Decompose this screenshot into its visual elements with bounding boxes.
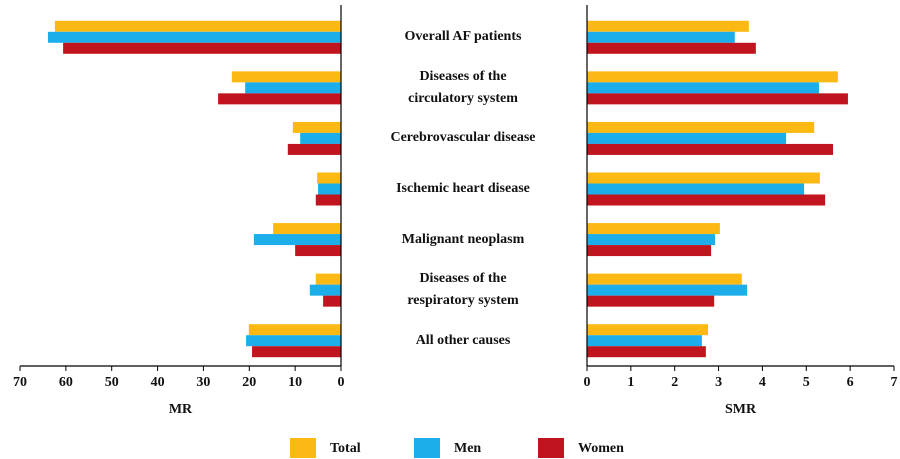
bar bbox=[587, 82, 820, 94]
bar bbox=[245, 82, 341, 94]
bar bbox=[587, 324, 709, 336]
x-tick-label: 4 bbox=[759, 375, 766, 390]
bar bbox=[231, 71, 341, 83]
bar bbox=[587, 31, 735, 43]
bar bbox=[318, 183, 341, 195]
bar bbox=[587, 132, 787, 144]
x-tick-label: 50 bbox=[105, 375, 119, 390]
bar bbox=[323, 295, 341, 307]
legend-label: Women bbox=[578, 441, 624, 456]
x-tick-label: 40 bbox=[151, 375, 165, 390]
legend-swatch bbox=[414, 438, 440, 458]
x-tick-label: 20 bbox=[242, 375, 256, 390]
x-tick-label: 70 bbox=[13, 375, 27, 390]
bar bbox=[218, 93, 341, 105]
bar bbox=[317, 172, 341, 184]
bar bbox=[309, 284, 341, 296]
bar bbox=[253, 234, 341, 246]
bar bbox=[587, 143, 834, 155]
x-tick-label: 3 bbox=[715, 375, 722, 390]
bar bbox=[587, 234, 716, 246]
bar bbox=[315, 194, 341, 206]
bar bbox=[587, 183, 805, 195]
bar bbox=[587, 273, 742, 285]
x-tick-label: 6 bbox=[847, 375, 854, 390]
bar bbox=[587, 194, 826, 206]
bar bbox=[587, 245, 712, 257]
bar bbox=[252, 346, 341, 358]
category-label: Overall AF patients bbox=[404, 29, 522, 45]
bar bbox=[587, 71, 838, 83]
bar bbox=[246, 335, 341, 347]
category-label: Malignant neoplasm bbox=[401, 231, 525, 247]
bar bbox=[587, 284, 748, 296]
bar bbox=[273, 223, 341, 235]
bar bbox=[587, 335, 702, 347]
x-tick-label: 2 bbox=[671, 375, 678, 390]
category-label: Diseases of the respiratory system bbox=[407, 271, 519, 309]
bar bbox=[587, 223, 720, 235]
bar bbox=[47, 31, 341, 43]
bar bbox=[587, 172, 820, 184]
x-tick-label: 5 bbox=[803, 375, 810, 390]
x-tick-label: 0 bbox=[584, 375, 591, 390]
bar bbox=[587, 42, 756, 54]
bar bbox=[295, 245, 341, 257]
legend-label: Men bbox=[454, 441, 481, 456]
x-axis-label: SMR bbox=[725, 402, 757, 417]
category-label: Diseases of the circulatory system bbox=[408, 68, 518, 106]
legend-swatch bbox=[538, 438, 564, 458]
x-tick-label: 1 bbox=[627, 375, 634, 390]
legend-swatch bbox=[290, 438, 316, 458]
x-tick-label: 60 bbox=[59, 375, 73, 390]
bar bbox=[587, 20, 749, 32]
bar bbox=[587, 295, 715, 307]
category-label: All other causes bbox=[415, 332, 511, 348]
bar bbox=[587, 121, 815, 133]
bar bbox=[248, 324, 341, 336]
legend-label: Total bbox=[330, 441, 361, 456]
bar bbox=[287, 143, 341, 155]
bar bbox=[587, 93, 848, 105]
category-label: Cerebrovascular disease bbox=[390, 130, 536, 146]
bar bbox=[63, 42, 341, 54]
x-tick-label: 10 bbox=[288, 375, 302, 390]
x-axis-label: MR bbox=[169, 402, 193, 417]
x-tick-label: 0 bbox=[338, 375, 345, 390]
category-label: Ischemic heart disease bbox=[396, 181, 530, 196]
x-tick-label: 7 bbox=[891, 375, 898, 390]
x-tick-label: 30 bbox=[196, 375, 210, 390]
bar bbox=[292, 121, 341, 133]
bar bbox=[300, 132, 341, 144]
bar bbox=[315, 273, 341, 285]
bar bbox=[54, 20, 341, 32]
bar bbox=[587, 346, 706, 358]
